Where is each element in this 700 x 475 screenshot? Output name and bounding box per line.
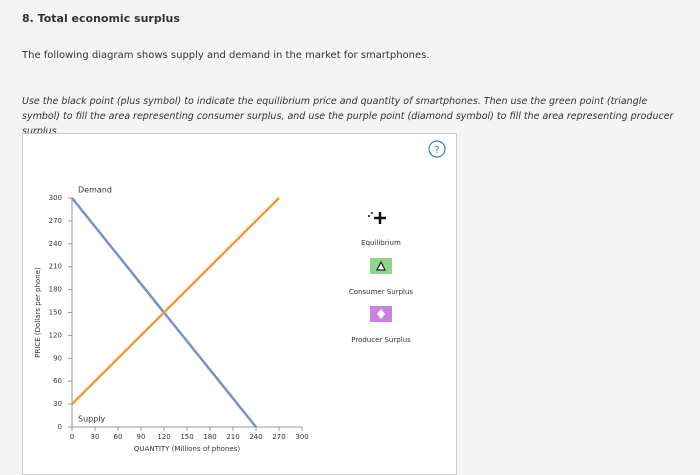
x-tick-label: 270 bbox=[272, 433, 285, 441]
instructions: Use the black point (plus symbol) to ind… bbox=[22, 96, 674, 137]
tool-label: Equilibrium bbox=[361, 239, 401, 247]
x-tick-label: 150 bbox=[180, 433, 193, 441]
equilibrium-tool[interactable] bbox=[368, 212, 386, 224]
graph-panel bbox=[22, 133, 457, 475]
y-tick-label: 210 bbox=[49, 263, 62, 271]
page: 8. Total economic surplus The following … bbox=[22, 12, 674, 475]
x-tick-label: 30 bbox=[91, 433, 100, 441]
y-tick-label: 120 bbox=[49, 331, 62, 339]
y-axis-label: PRICE (Dollars per phone) bbox=[34, 267, 42, 358]
help-mark[interactable]: ? bbox=[434, 145, 439, 156]
series-label: Demand bbox=[78, 186, 112, 195]
help-icon[interactable] bbox=[428, 140, 446, 158]
tool-label: Consumer Surplus bbox=[349, 288, 414, 296]
intro-text: The following diagram shows supply and d… bbox=[22, 50, 430, 61]
x-tick-label: 180 bbox=[203, 433, 216, 441]
x-tick-label: 300 bbox=[295, 433, 308, 441]
question-title: 8. Total economic surplus bbox=[22, 12, 180, 25]
consumer-surplus-tool[interactable] bbox=[370, 258, 392, 274]
x-tick-label: 60 bbox=[114, 433, 123, 441]
x-axis-label: QUANTITY (Millions of phones) bbox=[134, 445, 240, 453]
x-tick-label: 90 bbox=[137, 433, 146, 441]
y-tick-label: 240 bbox=[49, 240, 62, 248]
y-tick-label: 300 bbox=[49, 194, 62, 202]
y-tick-label: 270 bbox=[49, 217, 62, 225]
x-tick-label: 0 bbox=[70, 433, 74, 441]
series-label: Supply bbox=[78, 415, 106, 424]
x-tick-label: 210 bbox=[226, 433, 239, 441]
producer-surplus-tool[interactable] bbox=[370, 306, 392, 322]
curve bbox=[71, 197, 280, 405]
y-tick-label: 90 bbox=[53, 354, 62, 362]
y-tick-label: 150 bbox=[49, 309, 62, 317]
chart: ? 0 30 60 90 120 150 180 210 240 270 300 0 30 60 90 120… bbox=[34, 140, 446, 453]
x-tick-label: 240 bbox=[249, 433, 262, 441]
x-tick-label: 120 bbox=[157, 433, 170, 441]
y-tick-label: 30 bbox=[53, 400, 62, 408]
y-tick-label: 180 bbox=[49, 286, 62, 294]
y-tick-label: 60 bbox=[53, 377, 62, 385]
y-tick-label: 0 bbox=[58, 423, 62, 431]
tool-label: Producer Surplus bbox=[351, 336, 411, 344]
